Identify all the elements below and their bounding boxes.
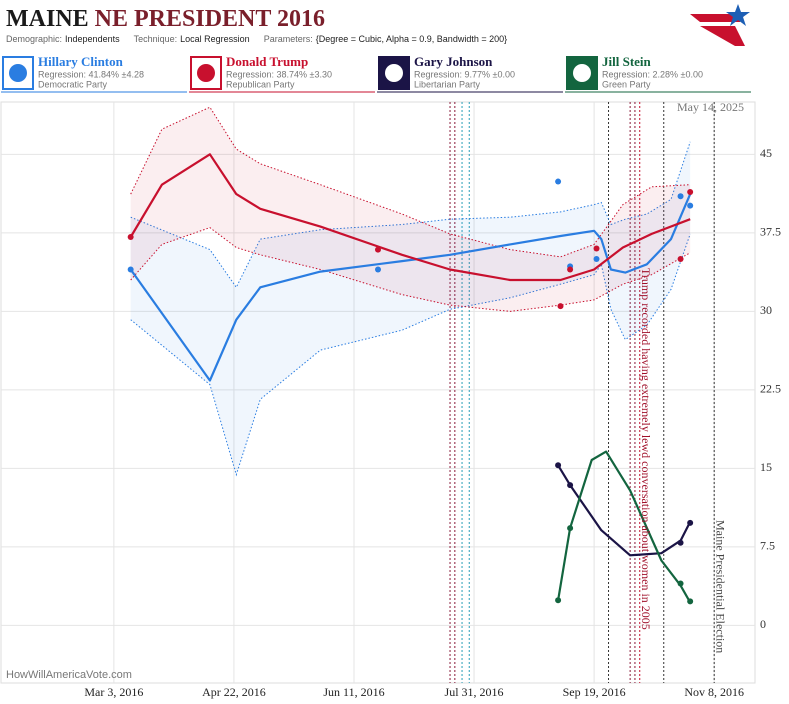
- poll-point: [677, 193, 684, 200]
- title-rest: NE PRESIDENT 2016: [95, 6, 325, 32]
- site-credit: HowWillAmericaVote.com: [6, 669, 132, 681]
- legend-name: Gary Johnson: [414, 54, 493, 69]
- legend-name: Donald Trump: [226, 54, 308, 69]
- poll-point: [677, 539, 684, 546]
- legend-party: Democratic Party: [38, 79, 108, 89]
- x-tick-label: Nov 8, 2016: [684, 685, 744, 699]
- poll-point: [567, 482, 574, 489]
- legend-name: Hillary Clinton: [38, 54, 124, 69]
- poll-point: [555, 597, 562, 604]
- poll-point: [557, 303, 564, 310]
- legend-underline: [377, 91, 563, 93]
- poll-point: [375, 266, 381, 273]
- x-tick-label: Sep 19, 2016: [563, 685, 626, 699]
- poll-point: [593, 245, 600, 252]
- poll-point: [687, 598, 694, 605]
- x-tick-label: Mar 3, 2016: [84, 685, 143, 699]
- legend-icon-glyph: [385, 64, 403, 82]
- band-upper: [130, 141, 691, 289]
- legend-icon-glyph: [573, 64, 591, 82]
- poll-point: [567, 525, 574, 532]
- legend-underline: [189, 91, 375, 93]
- subtitle-text: Demographic: Independents Technique: Local …: [6, 34, 507, 44]
- plot-frame: [0, 101, 756, 684]
- y-tick-label: 15: [760, 460, 772, 474]
- date-stamp: May 14, 2025: [677, 100, 744, 114]
- legend-party: Republican Party: [226, 79, 295, 89]
- poll-point: [687, 202, 694, 209]
- y-tick-label: 37.5: [760, 225, 781, 239]
- event-label: Maine Presidential Election: [713, 520, 727, 653]
- legend-party: Libertarian Party: [414, 79, 481, 89]
- plot-area: [1, 102, 755, 683]
- legend-party: Green Party: [602, 79, 651, 89]
- subtitle-label: Parameters:: [264, 34, 313, 44]
- legend-icon-glyph: [197, 64, 215, 82]
- logo-stripe: [700, 26, 745, 46]
- subtitle-value: Independents: [65, 34, 120, 44]
- poll-point: [687, 519, 694, 526]
- poll-point: [593, 256, 600, 263]
- legend-regression: Regression: 41.84% ±4.28: [38, 69, 144, 79]
- trend-line: [129, 153, 691, 282]
- legend-name: Jill Stein: [602, 54, 652, 69]
- y-tick-label: 0: [760, 617, 766, 631]
- poll-point: [555, 462, 562, 469]
- trend-line: [557, 450, 692, 603]
- poll-point: [567, 266, 574, 273]
- x-tick-label: Jul 31, 2016: [445, 685, 504, 699]
- legend-regression: Regression: 9.77% ±0.00: [414, 69, 515, 79]
- confidence-band: [130, 141, 691, 475]
- subtitle-label: Technique:: [134, 34, 178, 44]
- subtitle-value: Local Regression: [180, 34, 250, 44]
- legend-icon: [2, 56, 34, 90]
- confidence-band: [130, 107, 691, 312]
- title-main: MAINE: [6, 6, 89, 32]
- legend-underline: [565, 91, 751, 93]
- legend-regression: Regression: 2.28% ±0.00: [602, 69, 703, 79]
- subtitle-value: {Degree = Cubic, Alpha = 0.9, Bandwidth …: [316, 34, 507, 44]
- y-tick-label: 30: [760, 303, 772, 317]
- subtitle-label: Demographic:: [6, 34, 62, 44]
- poll-point: [127, 234, 134, 241]
- poll-point: [687, 189, 694, 196]
- trend-line: [129, 193, 692, 382]
- y-tick-label: 7.5: [760, 539, 775, 553]
- x-tick-label: Jun 11, 2016: [323, 685, 384, 699]
- band-lower: [130, 227, 691, 312]
- band-upper: [130, 106, 691, 258]
- poll-point: [677, 256, 684, 263]
- chart-title: MAINE NE PRESIDENT 2016: [6, 6, 325, 32]
- legend-regression: Regression: 38.74% ±3.30: [226, 69, 332, 79]
- band-lower: [130, 233, 691, 477]
- poll-point: [127, 266, 134, 273]
- poll-point: [555, 178, 562, 185]
- y-tick-label: 22.5: [760, 382, 781, 396]
- poll-point: [677, 580, 684, 587]
- logo: [690, 4, 750, 46]
- legend-underline: [1, 91, 187, 93]
- poll-point: [375, 246, 381, 253]
- subtitle: Demographic: Independents Technique: Local …: [6, 34, 507, 44]
- event-label: Trump recorded having extremely lewd con…: [639, 268, 653, 630]
- y-tick-label: 45: [760, 146, 772, 160]
- legend-icon-glyph: [9, 64, 27, 82]
- logo-star: [726, 4, 750, 26]
- x-tick-label: Apr 22, 2016: [202, 685, 266, 699]
- logo-stripe: [690, 14, 745, 22]
